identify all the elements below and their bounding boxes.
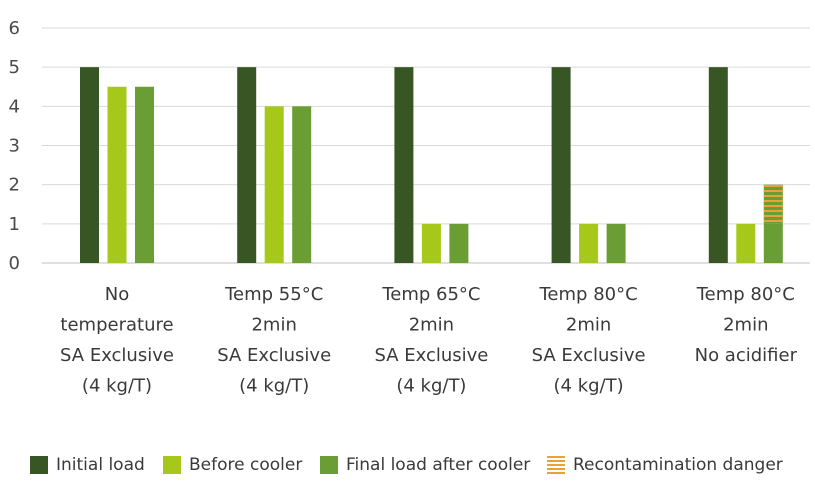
y-tick-label: 0: [9, 253, 20, 274]
legend-swatch-before-cooler: [163, 456, 181, 474]
bars: [80, 67, 783, 264]
legend: Initial load Before cooler Final load af…: [0, 452, 815, 478]
x-category-label: Temp 80°C: [539, 284, 638, 305]
y-tick-label: 1: [9, 214, 20, 235]
bar-before-cooler: [421, 223, 441, 263]
x-category-label: Temp 55°C: [224, 284, 323, 305]
bar-recontamination-danger: [763, 184, 783, 224]
y-tick-label: 5: [9, 57, 20, 78]
bar-initial-load: [237, 67, 257, 264]
bar-before-cooler: [107, 86, 127, 263]
x-category-label: No: [105, 284, 129, 305]
bar-final-load-after-cooler: [763, 223, 783, 263]
y-axis-ticks: 0 1 2 3 4 5 6: [9, 18, 20, 274]
x-category-label: SA Exclusive: [217, 345, 331, 366]
legend-item-before-cooler: Before cooler: [163, 452, 302, 478]
bar-chart: 0 1 2 3 4 5 6 No temperature SA Exclusive (4 kg/T…: [9, 18, 810, 397]
x-category-label: (4 kg/T): [554, 376, 624, 397]
x-category-label: 2min: [251, 315, 296, 336]
legend-label: Final load after cooler: [346, 455, 531, 475]
legend-label: Before cooler: [189, 455, 303, 475]
bar-before-cooler: [264, 106, 284, 263]
x-category-label: No acidifier: [695, 345, 798, 366]
bar-initial-load: [551, 67, 571, 264]
bar-final-load-after-cooler: [135, 86, 154, 263]
x-category-label: (4 kg/T): [239, 376, 309, 397]
legend-item-initial-load: Initial load: [30, 452, 145, 478]
y-tick-label: 2: [9, 175, 20, 196]
x-category-label: 2min: [409, 315, 454, 336]
legend-label: Initial load: [56, 455, 145, 475]
bar-final-load-after-cooler: [292, 106, 312, 263]
legend-item-final-load: Final load after cooler: [320, 452, 530, 478]
x-category-label: temperature: [60, 315, 173, 336]
x-category-label: SA Exclusive: [532, 345, 646, 366]
legend-swatch-recontamination: [547, 456, 565, 474]
x-category-label: SA Exclusive: [374, 345, 488, 366]
legend-swatch-initial-load: [30, 456, 48, 474]
legend-swatch-final-load: [320, 456, 338, 474]
x-category-label: SA Exclusive: [60, 345, 174, 366]
bar-initial-load: [80, 67, 99, 264]
bar-before-cooler: [736, 223, 756, 263]
y-tick-label: 4: [9, 96, 20, 117]
bar-initial-load: [708, 67, 728, 264]
x-axis-categories: No temperature SA Exclusive (4 kg/T) Temp 55…: [60, 284, 798, 397]
bar-before-cooler: [579, 223, 599, 263]
x-category-label: Temp 65°C: [381, 284, 480, 305]
x-category-label: Temp 80°C: [696, 284, 795, 305]
x-category-label: 2min: [723, 315, 768, 336]
bar-initial-load: [394, 67, 414, 264]
bar-final-load-after-cooler: [449, 223, 469, 263]
x-category-label: (4 kg/T): [396, 376, 466, 397]
y-tick-label: 6: [9, 18, 20, 39]
gridlines: [42, 27, 810, 264]
legend-label: Recontamination danger: [573, 455, 783, 475]
y-tick-label: 3: [9, 136, 20, 157]
legend-item-recontamination: Recontamination danger: [547, 452, 783, 478]
bar-final-load-after-cooler: [606, 223, 626, 263]
x-category-label: (4 kg/T): [82, 376, 152, 397]
x-category-label: 2min: [566, 315, 611, 336]
